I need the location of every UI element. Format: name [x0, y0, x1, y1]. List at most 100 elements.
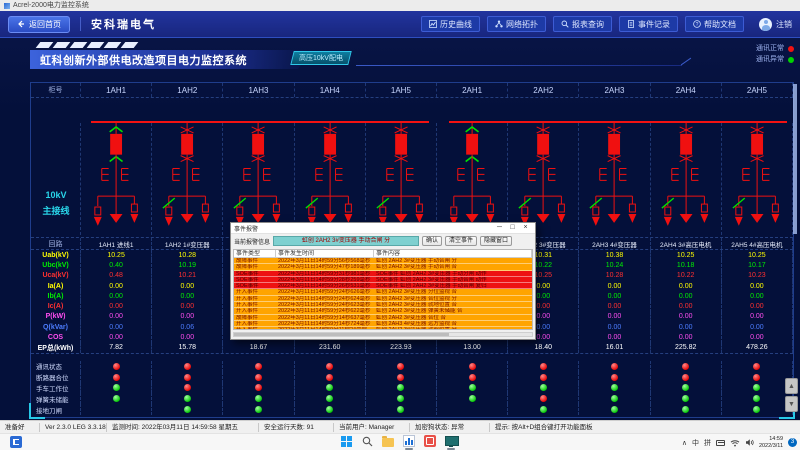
feeder-diagram-1AH5[interactable]	[366, 123, 437, 235]
red-app-icon[interactable]	[424, 435, 436, 447]
close-icon[interactable]: ×	[523, 224, 528, 231]
header-nav: 历史曲线 网络拓扑 报表查询 事件记录 ? 帮助文档 注销	[421, 16, 792, 32]
dialog-titlebar[interactable]: 事件报警 ─ □ ×	[231, 223, 535, 234]
event-row[interactable]: 开入事件 2022年3月11日14时59分24秒622毫秒 虹创 2AH2 3#变压…	[234, 308, 532, 315]
confirm-button[interactable]: 确认	[422, 236, 443, 246]
measure-label: Ic(A)	[31, 301, 81, 312]
status-row-label: 通讯状态	[31, 361, 81, 372]
grid-header-row: 柜号 1AH1 1AH2 1AH3 1AH4 1AH5 2AH1 2AH2 2AH3 2AH4 2…	[31, 83, 793, 98]
status-dot-green	[254, 395, 262, 403]
nav-history-curve-button[interactable]: 历史曲线	[421, 16, 480, 32]
touch-keyboard-icon[interactable]	[715, 439, 725, 446]
event-time: 2022年3月11日14时59分26秒531毫秒	[278, 283, 371, 289]
status-dot-green	[326, 384, 334, 392]
event-row[interactable]: 开入事件2022年3月11日14时59分11秒24毫秒虹创 2AH2 3#变压器…	[234, 327, 532, 329]
scroll-up-button[interactable]: ▲	[785, 378, 798, 394]
event-row[interactable]: 开入事件 2022年3月11日14时59分24秒623毫秒 虹创 2AH2 3#变压…	[234, 302, 532, 309]
feeder-diagram-1AH1[interactable]	[81, 123, 153, 235]
event-type: SOE事件	[236, 270, 259, 276]
measure-label: Ib(A)	[31, 291, 81, 302]
circuit-name-2AH3: 2AH3 4#变压器	[579, 238, 651, 249]
tab-label: 高压10kV配电	[299, 55, 343, 62]
status-dot-green	[326, 406, 334, 414]
taskbar-clock[interactable]: 14:59 2022/3/11	[759, 436, 783, 449]
status-dot-red	[539, 395, 547, 403]
circuit-name-1AH2: 1AH2 1#变压器	[152, 238, 224, 249]
event-row[interactable]: 开入事件 2022年3月11日14时59分14秒724毫秒 虹创 2AH3 4#变压…	[234, 320, 532, 328]
event-row[interactable]: 开入事件 2022年3月11日14时59分24秒624毫秒 虹创 2AH2 3#变压…	[234, 295, 532, 303]
status-cell-1AH3	[223, 382, 295, 394]
status-cell-2AH2	[508, 404, 580, 415]
status-cell-2AH1	[437, 404, 509, 415]
taskbar-pinned-app-icon[interactable]	[10, 436, 22, 448]
event-type: 故障事件	[236, 264, 259, 270]
feeder-diagram-1AH2[interactable]	[152, 123, 224, 235]
nav-event-record-button[interactable]: 事件记录	[619, 16, 678, 32]
feeder-diagram-2AH5[interactable]	[722, 123, 793, 235]
hscroll-thumb[interactable]	[234, 333, 449, 336]
wifi-icon[interactable]	[730, 439, 740, 447]
chart-app-icon[interactable]	[403, 435, 415, 450]
clear-events-button[interactable]: 清空事件	[445, 236, 478, 246]
feeder-diagram-1AH4[interactable]	[295, 123, 366, 235]
feeder-diagram-2AH2[interactable]	[508, 123, 580, 235]
event-row[interactable]: SOE事件 2022年3月11日14时59分28秒259毫秒 SOE事件 虹创 2A…	[234, 276, 532, 284]
status-dot-green	[753, 406, 761, 414]
start-button-icon[interactable]	[340, 435, 352, 447]
speaker-icon[interactable]	[745, 438, 754, 447]
event-row[interactable]: 故障事件 2022年3月11日14时59分47秒189毫秒 虹创 2AH2 3#变压…	[234, 264, 532, 271]
status-dot-green	[112, 384, 120, 392]
scroll-down-button[interactable]: ▼	[785, 396, 798, 412]
status-cell-2AH1	[437, 382, 509, 394]
event-row[interactable]: 开入事件 2022年3月11日14时59分24秒626毫秒 虹创 2AH2 3#变压…	[234, 289, 532, 296]
measure-value: 0.00	[508, 280, 580, 292]
ime-lang-indicator[interactable]: 拼	[703, 439, 711, 447]
status-dot-green	[682, 406, 690, 414]
status-dot-red	[682, 373, 690, 381]
event-time: 2022年3月11日14时59分24秒622毫秒	[278, 308, 371, 314]
logout-button[interactable]: 注销	[759, 17, 792, 31]
event-row[interactable]: 故障事件 2022年3月11日14时59分14秒637毫秒 虹创 2AH2 3#变压…	[234, 314, 532, 321]
feeder-diagram-2AH1[interactable]	[437, 123, 509, 235]
maximize-icon[interactable]: □	[510, 224, 515, 231]
event-row[interactable]: SOE事件 2022年3月11日14时59分31秒981毫秒 SOE事件 虹创 2A…	[234, 270, 532, 277]
measure-value: 13.00	[437, 342, 509, 353]
status-dot-red	[610, 362, 618, 370]
cabinet-header-2AH4: 2AH4	[651, 83, 722, 97]
clock-date: 2022/3/11	[758, 442, 783, 449]
nav-network-topology-button[interactable]: 网络拓扑	[487, 16, 546, 32]
measure-label: P(kW)	[31, 311, 81, 323]
measure-value: 0.00	[81, 291, 153, 302]
file-explorer-icon[interactable]	[382, 435, 394, 447]
feeder-diagram-1AH3[interactable]	[223, 123, 295, 235]
feeder-diagram-2AH3[interactable]	[579, 123, 651, 235]
hide-window-button[interactable]: 隐藏窗口	[480, 236, 513, 246]
event-row[interactable]: SOE事件 2022年3月11日14时59分26秒531毫秒 SOE事件 虹创 2A…	[234, 283, 532, 290]
event-row[interactable]: 故障事件 2022年3月11日14时59分56秒568毫秒 虹创 2AH2 3#变压…	[234, 258, 532, 265]
nav-help-doc-button[interactable]: ? 帮助文档	[685, 16, 744, 32]
status-dot-red	[539, 373, 547, 381]
status-cell-1AH2	[152, 361, 224, 372]
minimize-icon[interactable]: ─	[497, 224, 502, 231]
status-cell-1AH1	[81, 361, 153, 372]
status-cell-1AH5	[366, 404, 437, 415]
event-type: 开入事件	[236, 295, 259, 302]
back-home-button[interactable]: 返回首页	[8, 15, 70, 33]
taskbar-search-icon[interactable]	[361, 435, 373, 447]
event-content: 虹创 2AH2 3#变压器 手动合闸 分	[376, 258, 457, 264]
user-avatar-icon	[759, 17, 772, 31]
event-time: 2022年3月11日14时59分24秒624毫秒	[278, 295, 371, 302]
tab-hv-10kv-distribution[interactable]: 高压10kV配电	[290, 51, 352, 65]
status-dot-red	[610, 373, 618, 381]
scada-monitor-app-icon[interactable]	[445, 435, 459, 450]
notification-badge[interactable]: 3	[788, 438, 797, 447]
status-dot-red	[468, 362, 476, 370]
content-scrollbar[interactable]	[793, 84, 797, 234]
measure-value: 0.00	[508, 332, 580, 343]
measure-value: 7.82	[81, 342, 153, 353]
tray-expand-icon[interactable]: ∧	[681, 439, 687, 447]
nav-report-query-button[interactable]: 报表查询	[553, 16, 612, 32]
event-table-hscrollbar[interactable]	[233, 332, 533, 337]
feeder-diagram-2AH4[interactable]	[651, 123, 722, 235]
ime-mode-indicator[interactable]: 中	[691, 439, 699, 447]
